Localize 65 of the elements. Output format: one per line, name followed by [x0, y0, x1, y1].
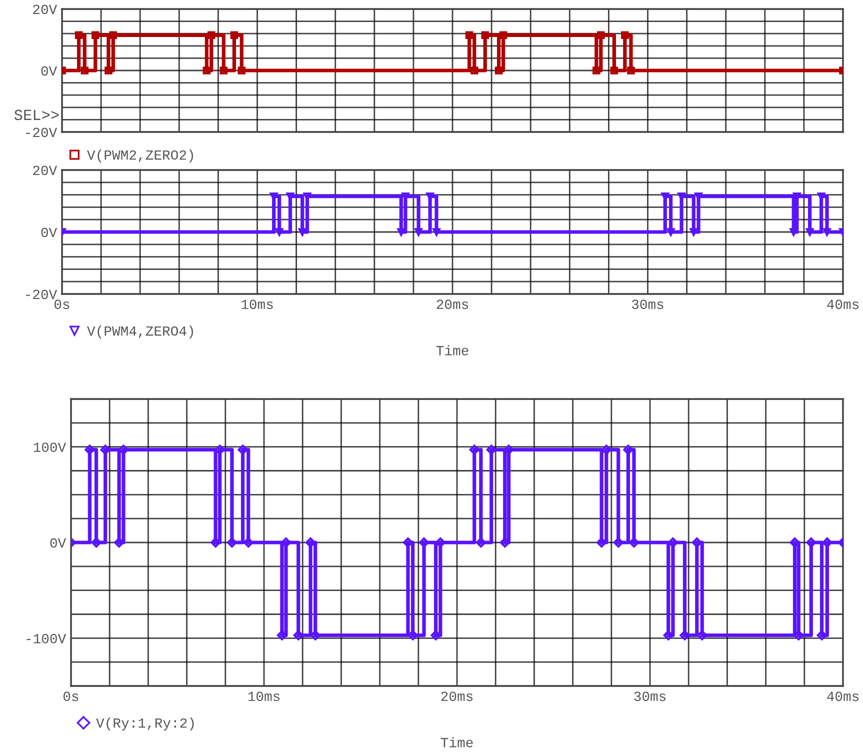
x-tick-label: 40ms — [827, 300, 859, 310]
point — [280, 537, 292, 548]
y-tick-label: 0V — [41, 66, 58, 76]
point — [210, 537, 221, 548]
point — [114, 537, 124, 548]
point — [276, 630, 287, 640]
point — [623, 444, 634, 455]
point — [469, 444, 480, 455]
y-tick-label: 0V — [50, 538, 66, 548]
y-tick-label: 0V — [41, 228, 58, 238]
x-axis-title: Time — [436, 345, 468, 356]
point — [226, 537, 237, 548]
y-tick-label: -20V — [26, 128, 58, 138]
legend-label: V(PWM2,ZERO2) — [87, 150, 194, 163]
point — [806, 537, 816, 548]
point — [692, 537, 702, 548]
point — [663, 630, 674, 640]
point — [310, 630, 320, 640]
point — [293, 630, 304, 640]
point — [628, 537, 640, 548]
x-tick-label: 20ms — [436, 300, 468, 310]
x-axis-title: Time — [440, 737, 473, 748]
x-tick-label: 10ms — [248, 692, 280, 702]
point — [680, 630, 690, 640]
y-tick-label: 20V — [33, 4, 58, 14]
point — [500, 537, 510, 548]
point — [118, 444, 129, 455]
y-tick-label: 100V — [34, 442, 66, 452]
point — [402, 537, 414, 548]
x-tick-label: 20ms — [441, 692, 473, 702]
point — [238, 444, 248, 455]
point — [822, 537, 832, 548]
point — [486, 444, 496, 455]
point — [305, 537, 316, 548]
y-tick-label: -20V — [26, 290, 58, 300]
point — [91, 537, 102, 548]
point — [668, 537, 678, 548]
point — [697, 630, 708, 640]
point — [504, 444, 514, 455]
y-tick-label: -100V — [26, 634, 66, 644]
point — [408, 630, 418, 640]
x-tick-label: 0s — [64, 692, 78, 702]
point — [84, 444, 95, 455]
x-tick-label: 0s — [54, 300, 70, 310]
x-tick-label: 10ms — [242, 300, 273, 310]
point — [790, 537, 800, 548]
point — [100, 444, 110, 455]
point — [816, 630, 827, 640]
x-tick-label: 30ms — [632, 300, 664, 310]
x-tick-label: 30ms — [634, 692, 666, 702]
x-tick-label: 40ms — [827, 692, 859, 702]
point — [596, 537, 607, 548]
point — [601, 444, 612, 455]
point — [613, 537, 624, 548]
y-tick-label: 20V — [33, 166, 58, 176]
point — [214, 444, 225, 455]
point — [430, 630, 441, 640]
point — [418, 537, 430, 548]
point — [435, 537, 446, 548]
point — [476, 537, 486, 548]
legend-label: V(Ry:1,Ry:2) — [96, 718, 194, 731]
text: SEL>> — [14, 110, 59, 120]
point — [794, 630, 804, 640]
point — [243, 537, 254, 548]
legend-label: V(PWM4,ZERO4) — [87, 326, 194, 339]
